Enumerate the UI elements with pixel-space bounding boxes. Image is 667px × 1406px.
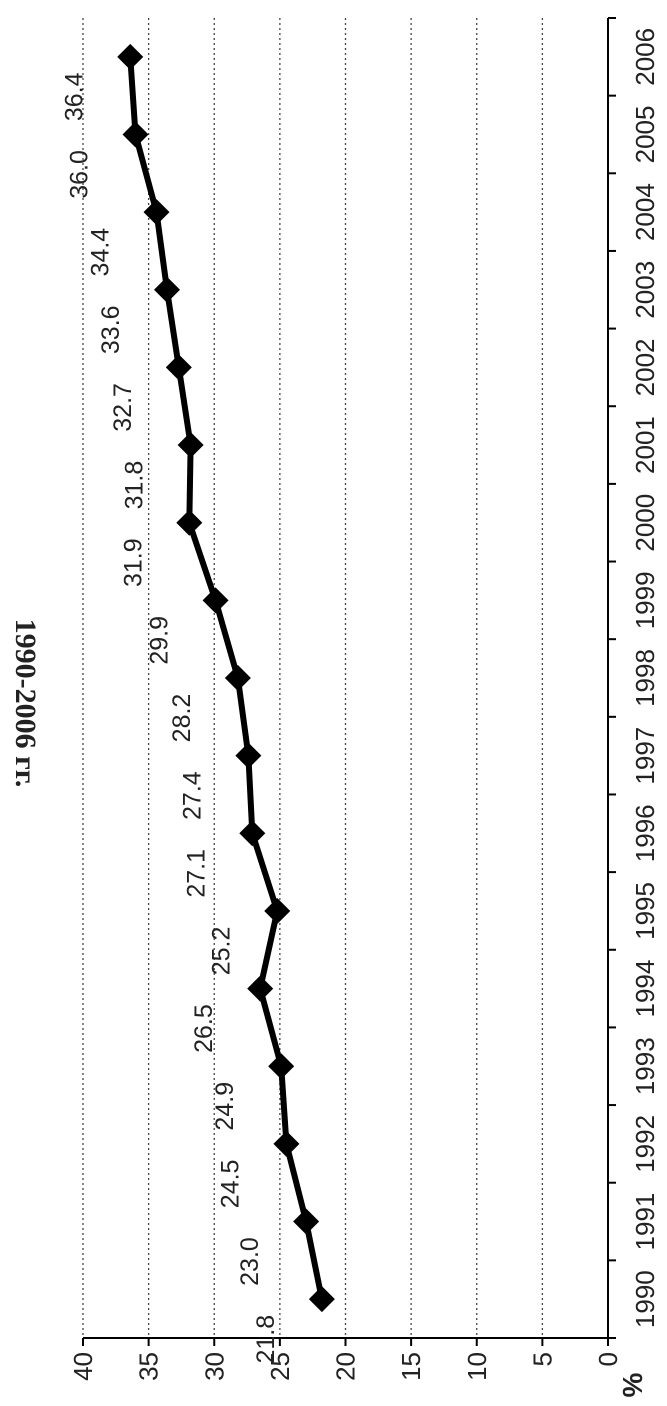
data-label: 34.4 <box>87 228 115 277</box>
data-label: 31.9 <box>119 538 147 587</box>
data-label: 27.4 <box>178 771 206 820</box>
data-label: 31.8 <box>121 461 149 510</box>
data-point-marker <box>264 897 291 924</box>
data-label: 23.0 <box>236 1237 264 1286</box>
data-label: 36.0 <box>66 150 94 199</box>
data-point-marker <box>224 665 251 691</box>
x-tick-label: 2006 <box>630 28 660 86</box>
x-tick-label: 1999 <box>630 571 660 629</box>
chart-title: 1990-2006 гг. <box>9 619 42 788</box>
data-label: 32.7 <box>109 383 137 432</box>
x-tick-label: 1998 <box>630 649 660 707</box>
y-tick-label: 30 <box>199 1352 229 1381</box>
y-tick-label: 5 <box>527 1352 557 1366</box>
x-tick-label: 1995 <box>630 882 660 940</box>
data-point-marker <box>122 121 149 148</box>
data-label: 28.2 <box>168 694 196 743</box>
data-point-marker <box>176 509 203 536</box>
data-point-marker <box>143 199 170 226</box>
data-label: 33.6 <box>97 305 125 354</box>
x-tick-label: 1990 <box>630 1270 660 1328</box>
data-point-marker <box>247 975 274 1002</box>
data-label: 25.2 <box>207 927 235 976</box>
x-tick-label: 2004 <box>630 183 660 241</box>
data-point-marker <box>239 820 266 847</box>
y-tick-label: 40 <box>68 1352 98 1381</box>
x-tick-label: 1994 <box>630 960 660 1018</box>
data-point-marker <box>117 43 144 70</box>
data-point-marker <box>154 276 180 303</box>
data-point-marker <box>273 1130 300 1157</box>
data-point-marker <box>268 1053 295 1080</box>
data-label: 29.9 <box>146 616 174 665</box>
x-tick-label: 2003 <box>630 261 660 319</box>
data-point-marker <box>308 1286 335 1313</box>
y-tick-label: 35 <box>134 1352 164 1381</box>
x-tick-labels: 1990 1991 1992 1993 1994 1995 1996 1997 1998 1999… <box>630 28 660 1328</box>
data-markers <box>117 43 335 1313</box>
x-tick-label: 2000 <box>630 494 660 552</box>
y-tick-labels: 0 5 10 15 20 25 30 35 40 <box>68 1352 623 1381</box>
grid-lines <box>82 18 544 1338</box>
y-tick-label: 20 <box>331 1352 361 1381</box>
x-tick-label: 1991 <box>630 1193 660 1251</box>
y-tick-label: 25 <box>265 1352 295 1381</box>
data-point-marker <box>235 742 262 769</box>
data-point-marker <box>165 354 192 381</box>
y-tick-label: 15 <box>396 1352 426 1381</box>
y-tick-label: 10 <box>462 1352 492 1381</box>
data-point-marker <box>293 1208 320 1235</box>
data-labels: 21.8 23.0 24.5 24.9 26.5 25.2 27.1 27.4 28.2 29.9… <box>60 72 280 1363</box>
data-point-marker <box>202 587 229 614</box>
x-tick-label: 1997 <box>630 727 660 785</box>
data-label: 26.5 <box>190 1004 218 1053</box>
y-tick-label: 0 <box>593 1352 623 1366</box>
axes <box>82 17 616 1346</box>
x-tick-label: 1996 <box>630 804 660 862</box>
y-axis-label: % <box>617 1372 648 1397</box>
data-point-marker <box>177 432 204 459</box>
data-label: 27.1 <box>182 849 210 898</box>
x-tick-label: 2002 <box>630 338 660 396</box>
x-tick-label: 2005 <box>630 106 660 164</box>
data-label: 24.5 <box>216 1160 244 1209</box>
data-label: 21.8 <box>252 1315 280 1364</box>
x-tick-label: 1992 <box>630 1115 660 1173</box>
x-tick-label: 2001 <box>630 416 660 474</box>
x-tick-label: 1993 <box>630 1037 660 1095</box>
data-label: 24.9 <box>211 1082 239 1131</box>
data-label: 36.4 <box>60 72 88 121</box>
